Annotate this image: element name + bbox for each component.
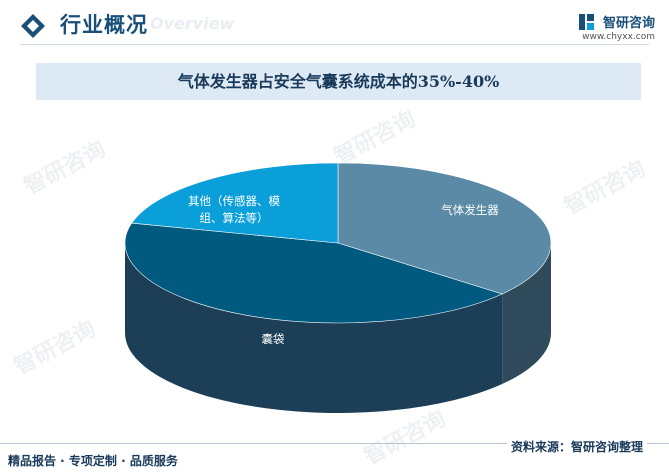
pie-slice [131, 162, 339, 244]
brand-url: www.chyxx.com [582, 32, 655, 42]
footer-divider [0, 443, 669, 444]
section-title: 行业概况 [60, 13, 148, 37]
section-subtitle: Overview [150, 14, 235, 33]
brand-name: 智研咨询 [602, 16, 655, 31]
page-header: Overview 行业概况 智研咨询 www.chyxx.com [0, 0, 669, 56]
header-divider [20, 44, 649, 45]
pie-slice [124, 222, 503, 324]
chart-title: 气体发生器占安全气囊系统成本的35%-40% [177, 72, 500, 91]
footer-source: 资料来源：智研咨询整理 [506, 438, 647, 455]
pie-slice-label: 气体发生器 [441, 203, 499, 217]
footer-tags: 精品报告 · 专项定制 · 品质服务 [8, 454, 178, 468]
brand-logo-icon [578, 13, 594, 30]
pie-slice-label: 囊袋 [262, 332, 285, 346]
brand: 智研咨询 www.chyxx.com [578, 11, 655, 42]
pie-slice-label: 其他（传感器、模组、算法等） [188, 194, 280, 225]
diamond-icon [21, 14, 45, 38]
pie-slice-side [502, 243, 551, 384]
pie-slice [337, 162, 552, 295]
pie-slice-side [125, 243, 503, 414]
chart-title-banner: 气体发生器占安全气囊系统成本的35%-40% [36, 63, 641, 100]
